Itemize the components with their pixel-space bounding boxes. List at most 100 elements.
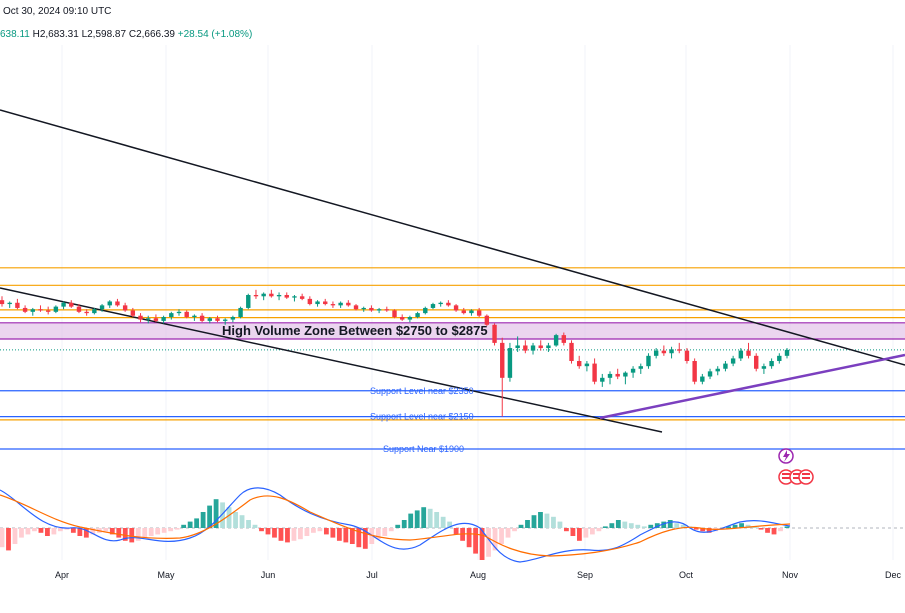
macd-bar xyxy=(414,510,420,528)
open-value: 638.11 xyxy=(0,29,30,40)
macd-bar xyxy=(401,520,407,528)
candle xyxy=(730,358,736,364)
macd-bar xyxy=(6,528,11,551)
month-tick-label: Sep xyxy=(577,570,593,580)
macd-bar xyxy=(518,524,524,528)
candle xyxy=(138,315,143,320)
candle xyxy=(276,295,282,297)
macd-bar xyxy=(12,528,18,544)
macd-bar xyxy=(304,528,310,536)
ohlc-readout: 638.11 H2,683.31 L2,598.87 C2,666.39 +28… xyxy=(0,29,252,40)
macd-bar xyxy=(395,524,401,528)
macd-bar xyxy=(648,524,654,528)
candle xyxy=(384,309,390,311)
macd-bar xyxy=(628,523,634,528)
candle xyxy=(684,350,690,361)
candle xyxy=(369,307,374,311)
candle xyxy=(99,305,105,310)
candle xyxy=(515,345,520,349)
candle xyxy=(761,366,767,369)
macd-bar xyxy=(661,521,667,528)
macd-bar xyxy=(583,528,589,538)
macd-bar xyxy=(181,524,187,528)
macd-bar xyxy=(499,528,504,544)
candle xyxy=(284,295,289,298)
candle xyxy=(430,304,436,308)
macd-bar xyxy=(349,528,355,544)
zone-label: High Volume Zone Between $2750 to $2875 xyxy=(222,323,488,338)
macd-bar xyxy=(161,528,167,533)
macd-bar xyxy=(784,526,790,528)
macd-bar xyxy=(122,528,128,541)
candle xyxy=(500,342,505,378)
macd-bar xyxy=(525,520,530,528)
candle xyxy=(315,301,320,305)
macd-bar xyxy=(194,518,200,528)
candle xyxy=(407,317,413,320)
close-value: C2,666.39 xyxy=(128,29,175,40)
flag-stripe xyxy=(782,473,790,475)
ascending-support-line xyxy=(599,353,905,420)
candle xyxy=(469,310,474,314)
macd-bar xyxy=(427,508,433,528)
candle xyxy=(38,309,43,311)
flag-stripe xyxy=(793,477,801,479)
macd-bar xyxy=(323,528,329,535)
candle xyxy=(769,361,774,367)
support-label: Support Near $1900 xyxy=(383,444,464,454)
macd-bar xyxy=(311,528,316,533)
macd-bar xyxy=(220,502,225,528)
candle xyxy=(476,310,482,316)
candle xyxy=(53,306,59,312)
macd-bar xyxy=(25,528,31,535)
macd-bar xyxy=(109,528,115,535)
macd-bar xyxy=(356,528,362,548)
macd-bar xyxy=(32,528,37,532)
macd-bar xyxy=(576,528,582,541)
month-tick-label: Apr xyxy=(55,570,69,580)
macd-bar xyxy=(369,528,375,544)
macd-bar xyxy=(375,528,381,540)
candle xyxy=(623,372,628,377)
macd-bar xyxy=(680,524,686,528)
macd-bar xyxy=(674,523,680,528)
macd-bar xyxy=(745,524,751,528)
macd-bar xyxy=(343,528,349,543)
candle xyxy=(376,309,382,311)
candle xyxy=(707,371,713,377)
candle xyxy=(107,301,112,306)
macd-bar xyxy=(83,528,89,538)
candle xyxy=(638,366,643,369)
candle xyxy=(700,376,705,382)
candle xyxy=(538,345,543,349)
candle xyxy=(169,313,174,317)
candle xyxy=(653,350,659,356)
candle xyxy=(161,317,166,321)
candle xyxy=(45,310,51,312)
candle xyxy=(346,302,351,306)
macd-bar xyxy=(135,528,141,541)
candle xyxy=(69,302,74,307)
macd-bar xyxy=(732,524,738,528)
macd-bar xyxy=(473,528,478,554)
macd-bar xyxy=(70,528,76,533)
candle xyxy=(569,342,574,361)
candle xyxy=(153,318,159,321)
macd-bar xyxy=(726,526,732,528)
macd-bar xyxy=(609,523,615,528)
candle xyxy=(269,293,274,297)
lightning-bolt-icon xyxy=(783,450,790,462)
macd-bar xyxy=(90,528,96,535)
macd-bar xyxy=(291,528,297,541)
macd-bar xyxy=(174,528,180,530)
macd-bar xyxy=(142,528,148,538)
macd-bar xyxy=(551,516,556,528)
candle xyxy=(507,348,513,378)
macd-bar xyxy=(408,513,414,528)
macd-bar xyxy=(544,513,550,528)
macd-bar xyxy=(512,528,517,532)
candle xyxy=(492,324,497,343)
macd-bar xyxy=(200,512,206,528)
macd-bar xyxy=(453,528,459,535)
